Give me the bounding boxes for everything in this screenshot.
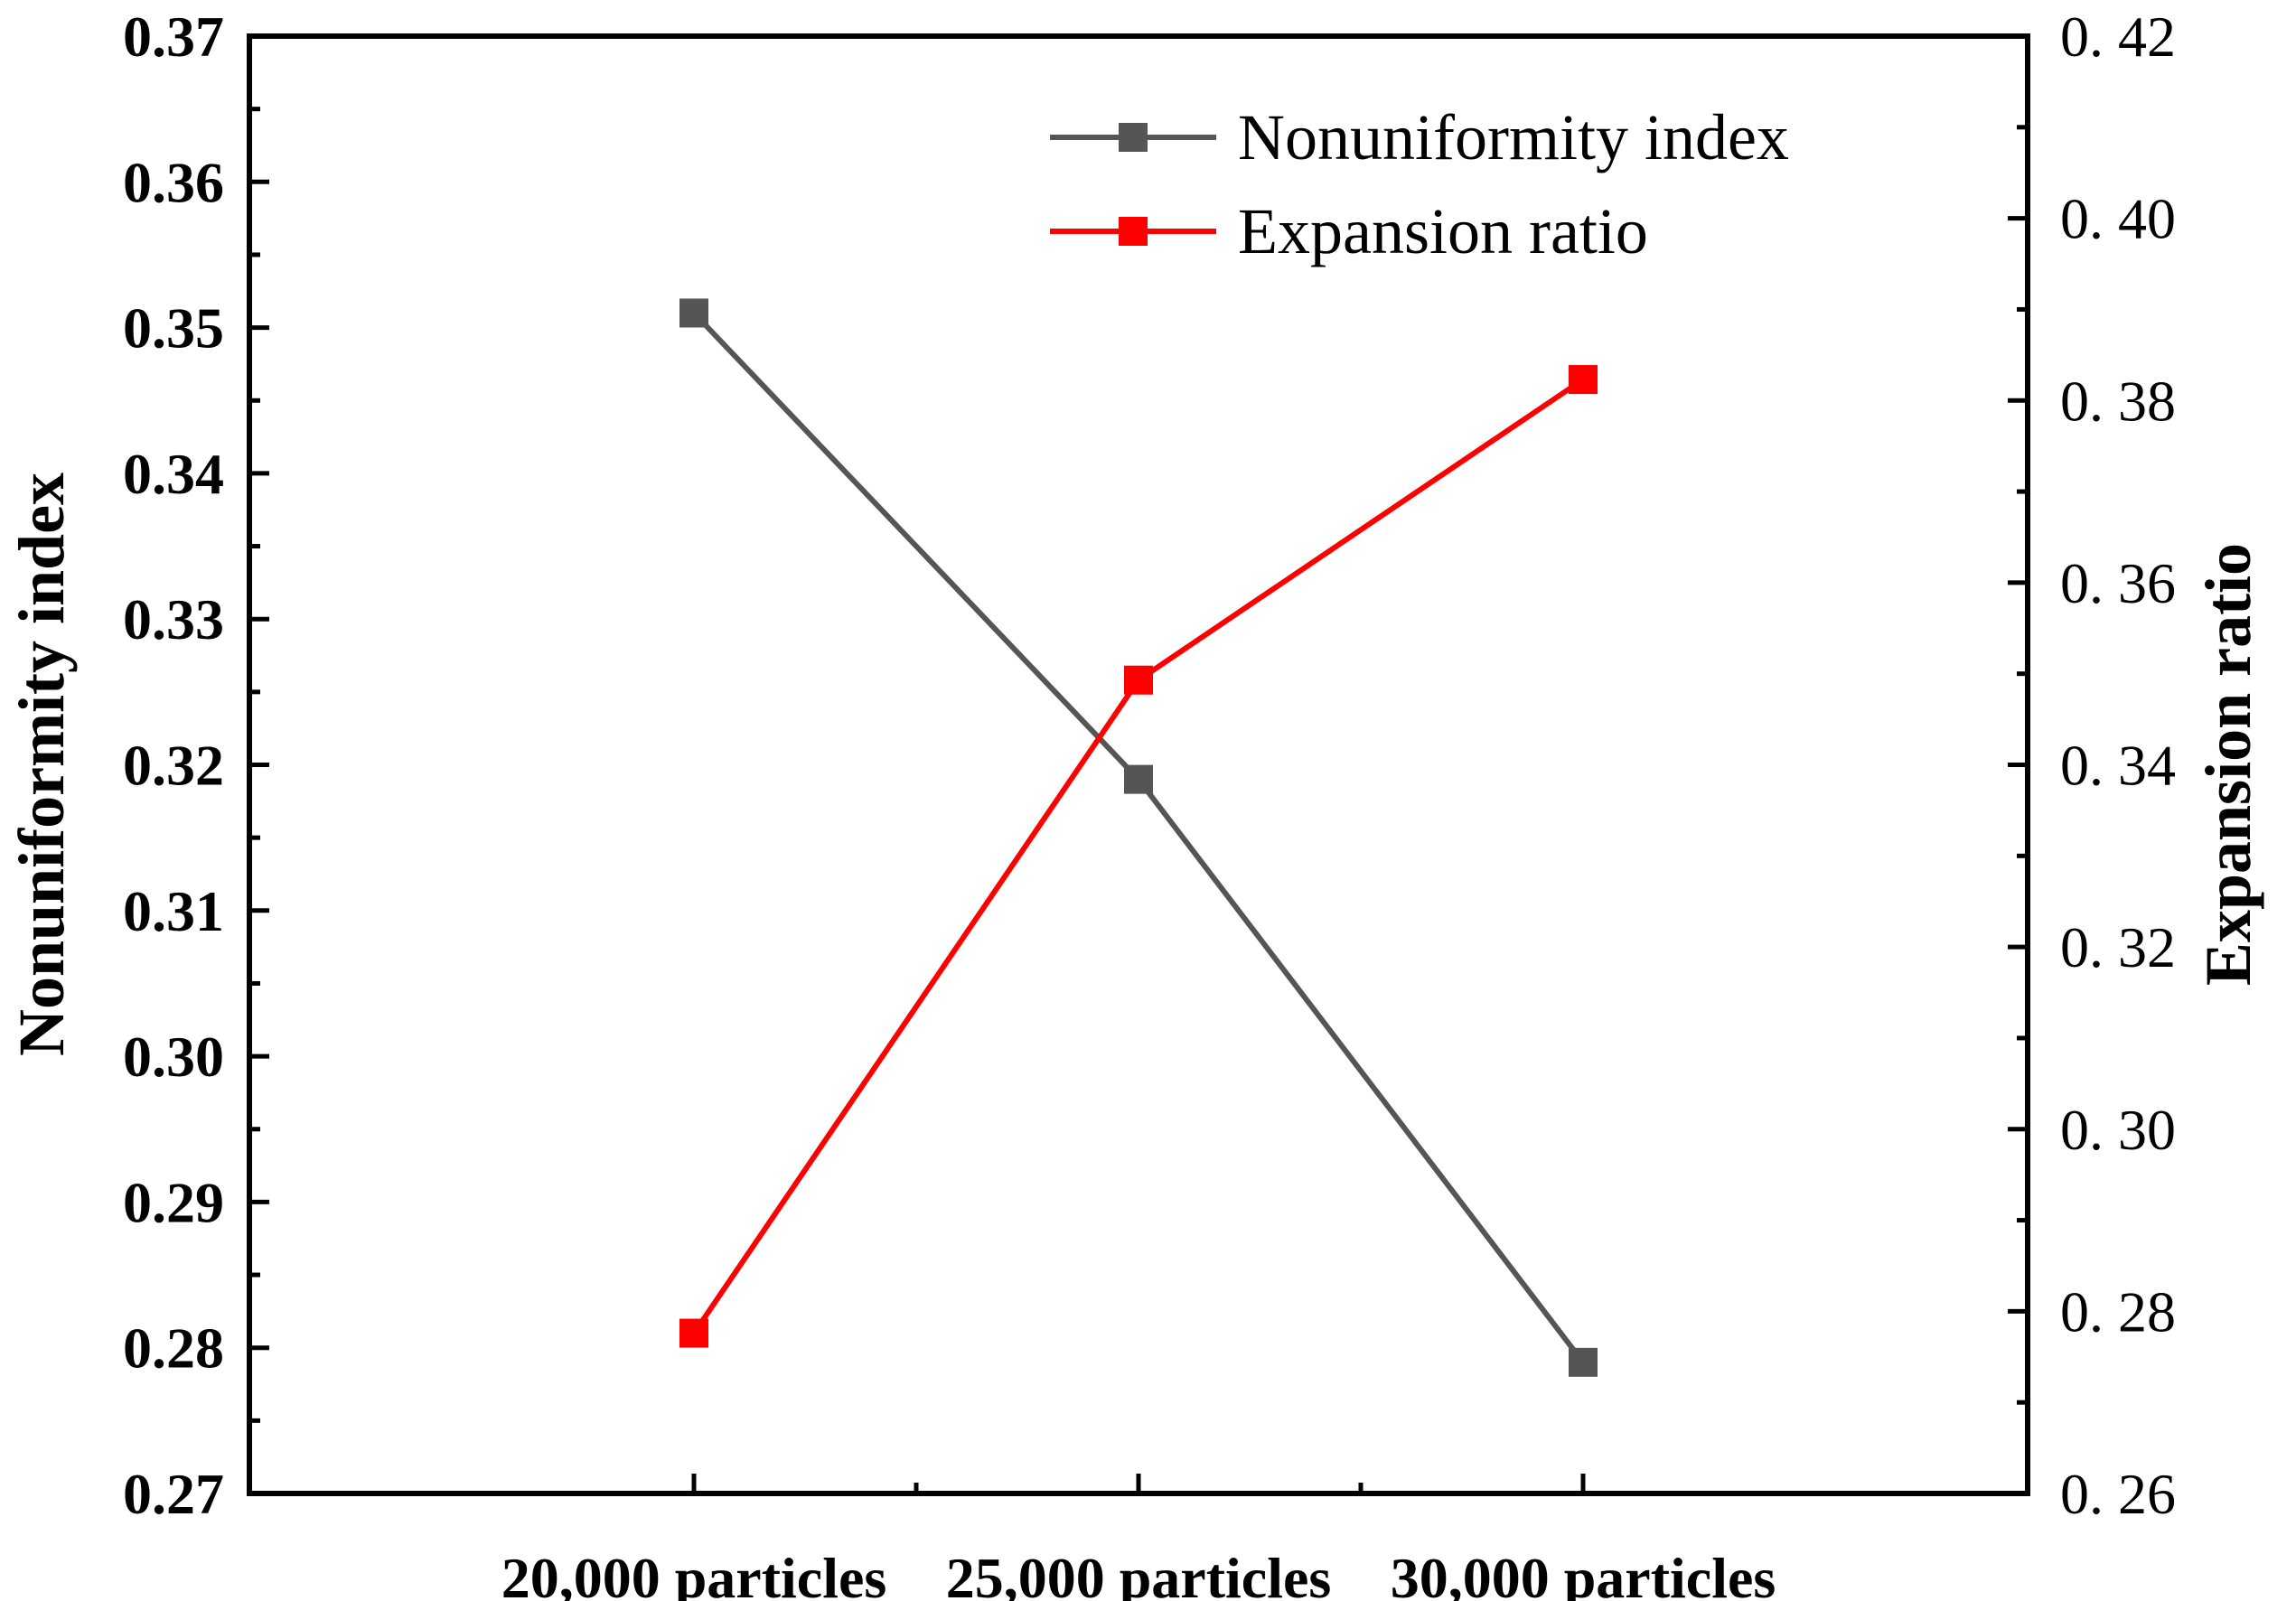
left-tick-label: 0.28 (123, 1316, 224, 1381)
nonuniformity-index-point (1124, 764, 1153, 794)
nonuniformity-index-point (679, 298, 708, 328)
legend: Nonuniformity index Expansion ratio (1050, 101, 1789, 267)
right-tick-label: 0. 40 (2060, 187, 2176, 251)
left-tick-label: 0.32 (123, 734, 224, 798)
left-tick-label: 0.27 (123, 1462, 224, 1526)
legend-nonuniformity-index-label: Nonuniformity index (1238, 101, 1789, 173)
left-tick-label: 0.33 (123, 587, 224, 651)
right-tick-label: 0. 36 (2060, 551, 2176, 615)
right-tick-label: 0. 34 (2060, 734, 2176, 798)
expansion-ratio-point (679, 1318, 708, 1348)
x-tick-label: 25,000 particles (946, 1546, 1332, 1601)
nonuniformity-index-point (1569, 1347, 1598, 1377)
series-lines (691, 311, 1586, 1364)
left-tick-label: 0.34 (123, 442, 224, 506)
x-tick-label: 30,000 particles (1391, 1546, 1776, 1601)
left-tick-label: 0.36 (123, 150, 224, 214)
right-axis-title: Expansion ratio (2192, 543, 2264, 986)
right-tick-label: 0. 38 (2060, 369, 2176, 433)
legend-expansion-ratio-label: Expansion ratio (1238, 195, 1648, 267)
series-markers (679, 298, 1598, 1377)
right-tick-label: 0. 30 (2060, 1098, 2176, 1162)
left-tick-label: 0.31 (123, 879, 224, 943)
legend-expansion-ratio-marker (1119, 217, 1148, 246)
right-tick-label: 0. 28 (2060, 1279, 2176, 1344)
left-tick-label: 0.30 (123, 1025, 224, 1089)
left-tick-label: 0.37 (123, 5, 224, 69)
right-tick-label: 0. 32 (2060, 915, 2176, 979)
left-tick-label: 0.35 (123, 296, 224, 360)
x-tick-label: 20,000 particles (501, 1546, 887, 1601)
left-axis-title: Nonuniformity index (5, 473, 78, 1056)
plot-frame (247, 33, 2030, 1496)
axis-ticks: 0.27 0.28 0.29 0.30 0.31 0.32 0.33 0.34 0.35 0.36… (123, 5, 2176, 1601)
expansion-ratio-point (1569, 365, 1598, 395)
right-tick-label: 0. 42 (2060, 5, 2176, 69)
expansion-ratio-point (1124, 665, 1153, 695)
right-tick-label: 0. 26 (2060, 1462, 2176, 1526)
legend-nonuniformity-index-marker (1119, 123, 1148, 152)
left-tick-label: 0.29 (123, 1170, 224, 1234)
